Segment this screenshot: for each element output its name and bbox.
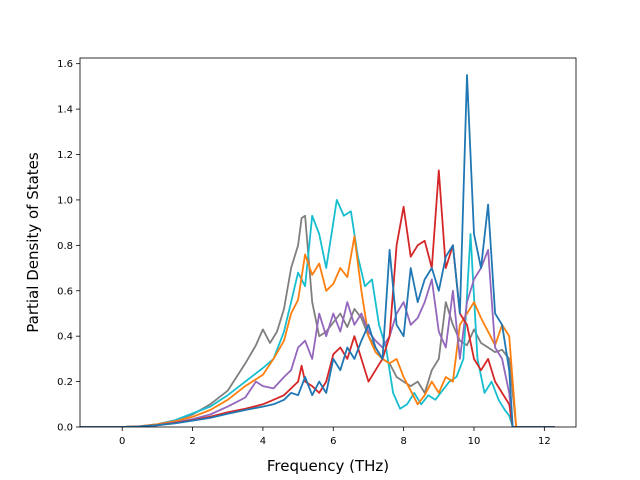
- y-tick-label: 1.6: [57, 59, 73, 70]
- series-line-1: [80, 214, 555, 427]
- y-tick-label: 0.6: [57, 286, 73, 297]
- y-tick-label: 0.4: [57, 332, 73, 343]
- x-tick-label: 8: [400, 436, 406, 447]
- series-line-5: [80, 169, 555, 427]
- y-axis: 0.0 0.2 0.4 0.6 0.8 1.0 1.2 1.4 1.6: [57, 59, 80, 434]
- y-tick-label: 0.0: [57, 423, 73, 434]
- x-tick-label: 10: [468, 436, 481, 447]
- series-line-4: [80, 248, 555, 427]
- y-tick-label: 0.8: [57, 241, 73, 252]
- series-lines: [80, 74, 555, 427]
- x-axis: 0 2 4 6 8 10 12: [119, 427, 551, 447]
- y-tick-label: 1.0: [57, 195, 73, 206]
- y-axis-title: Partial Density of States: [24, 152, 42, 333]
- x-axis-title: Frequency (THz): [267, 457, 389, 475]
- y-tick-label: 0.2: [57, 377, 73, 388]
- y-tick-label: 1.4: [57, 105, 73, 116]
- x-tick-label: 12: [538, 436, 551, 447]
- y-tick-label: 1.2: [57, 150, 73, 161]
- x-tick-label: 6: [330, 436, 336, 447]
- series-line-2: [80, 198, 555, 427]
- x-tick-label: 4: [260, 436, 266, 447]
- series-line-3: [80, 235, 555, 427]
- series-line-6: [80, 74, 555, 427]
- x-tick-label: 0: [119, 436, 125, 447]
- x-tick-label: 2: [189, 436, 195, 447]
- plot-area-frame: [79, 57, 577, 428]
